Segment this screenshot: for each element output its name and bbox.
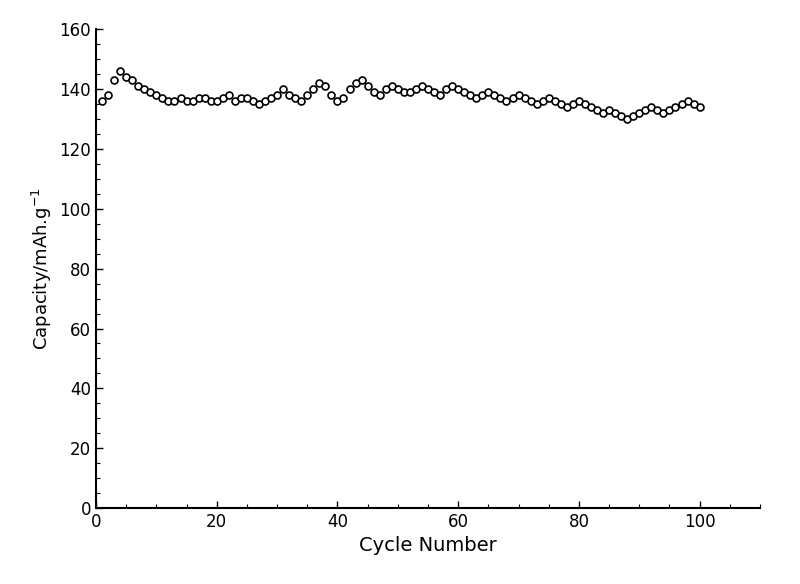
Y-axis label: Capacity/mAh.g$^{-1}$: Capacity/mAh.g$^{-1}$ [30, 187, 54, 350]
X-axis label: Cycle Number: Cycle Number [359, 537, 497, 555]
